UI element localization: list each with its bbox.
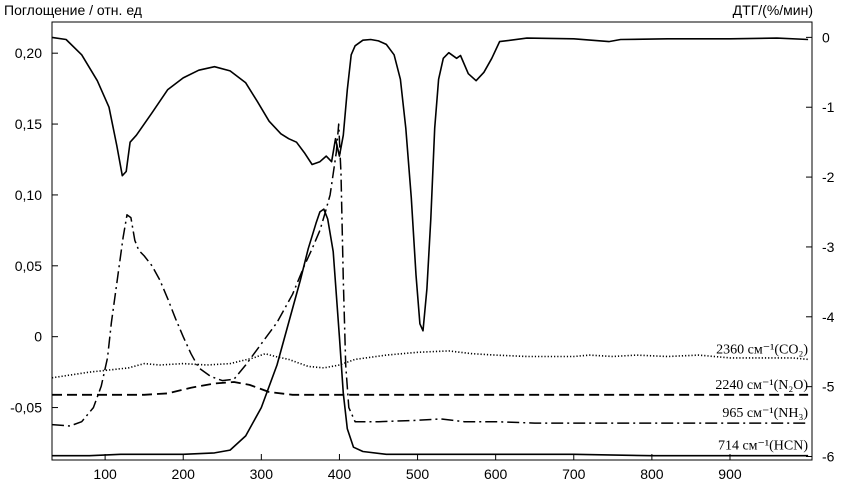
series-line-dtg bbox=[51, 36, 809, 332]
annotation-hcn: 714 см⁻¹(HCN) bbox=[718, 439, 808, 454]
x-tick-label: 100 bbox=[93, 466, 117, 482]
series-line-co2 bbox=[51, 350, 809, 379]
y-right-tick-label: -6 bbox=[822, 449, 835, 465]
x-tick-label: 900 bbox=[718, 466, 742, 482]
annotation-nh3: 965 см⁻¹(NH₃) bbox=[722, 406, 808, 421]
y-right-tick-label: 0 bbox=[822, 29, 830, 45]
x-tick-label: 800 bbox=[640, 466, 664, 482]
y-left-tick-label: 0,05 bbox=[15, 258, 42, 274]
series-line-n2o bbox=[52, 381, 809, 396]
y-right-axis-label: ДТГ/(%/мин) bbox=[733, 2, 813, 18]
y-left-tick-label: 0,20 bbox=[15, 45, 42, 61]
y-left-axis-label: Поглощение / отн. ед bbox=[4, 2, 142, 18]
y-left-tick-label: 0,10 bbox=[15, 187, 42, 203]
annotation-n2o: 2240 см⁻¹(N₂O) bbox=[715, 378, 808, 393]
y-left-tick-label: 0,15 bbox=[15, 116, 42, 132]
y-left-tick-label: 0 bbox=[34, 329, 42, 345]
y-right-tick-label: -1 bbox=[822, 99, 835, 115]
series-line-hcn bbox=[52, 208, 809, 457]
y-left-tick-label: -0,05 bbox=[10, 400, 42, 416]
x-tick-label: 500 bbox=[406, 466, 430, 482]
y-right-tick-label: -2 bbox=[822, 169, 835, 185]
x-tick-label: 400 bbox=[328, 466, 352, 482]
y-right-tick-label: -5 bbox=[822, 379, 835, 395]
plot-frame bbox=[51, 21, 813, 461]
y-right-tick-label: -3 bbox=[822, 239, 835, 255]
y-right-tick-label: -4 bbox=[822, 309, 835, 325]
x-tick-label: 600 bbox=[484, 466, 508, 482]
x-tick-label: 300 bbox=[250, 466, 274, 482]
series-line-nh3 bbox=[51, 123, 809, 427]
annotation-co2: 2360 см⁻¹(CO₂) bbox=[716, 342, 808, 357]
x-tick-label: 700 bbox=[562, 466, 586, 482]
x-tick-label: 200 bbox=[172, 466, 196, 482]
